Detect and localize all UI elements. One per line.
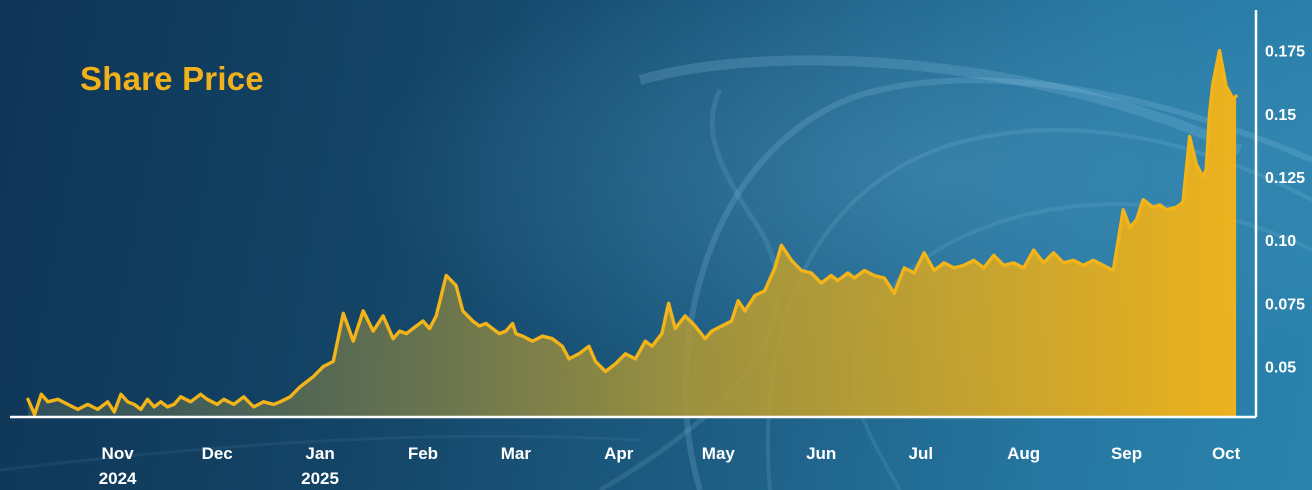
y-tick-label: 0.075 — [1265, 296, 1305, 313]
x-tick-label: Mar — [501, 444, 532, 463]
y-tick-label: 0.10 — [1265, 233, 1296, 250]
share-price-line — [26, 48, 1238, 417]
x-tick-label: Nov — [102, 444, 135, 463]
y-tick-label: 0.05 — [1265, 359, 1296, 376]
x-tick-label: Jun — [806, 444, 836, 463]
share-price-area — [28, 50, 1237, 417]
x-tick-year-label: 2024 — [99, 469, 137, 488]
y-tick-label: 0.15 — [1265, 107, 1296, 124]
x-tick-label: Oct — [1212, 444, 1241, 463]
x-tick-label: Apr — [604, 444, 634, 463]
chart-title: Share Price — [80, 60, 264, 97]
decorative-swirl — [0, 434, 641, 472]
y-axis-ticks: 0.05 0.075 0.10 0.125 0.15 0.175 — [1265, 44, 1305, 377]
y-tick-label: 0.125 — [1265, 170, 1305, 187]
decorative-swirl — [638, 55, 1243, 155]
x-axis-ticks: Nov 2024 Dec Jan 2025 Feb Mar Apr May Jun Jul Aug Se… — [99, 444, 1241, 488]
x-tick-label: Jul — [909, 444, 934, 463]
x-tick-year-label: 2025 — [301, 469, 339, 488]
x-tick-label: Jan — [305, 444, 334, 463]
y-tick-label: 0.175 — [1265, 44, 1305, 61]
x-tick-label: Aug — [1007, 444, 1040, 463]
x-tick-label: Dec — [202, 444, 233, 463]
x-tick-label: Sep — [1111, 444, 1142, 463]
x-tick-label: Feb — [408, 444, 438, 463]
x-tick-label: May — [702, 444, 736, 463]
